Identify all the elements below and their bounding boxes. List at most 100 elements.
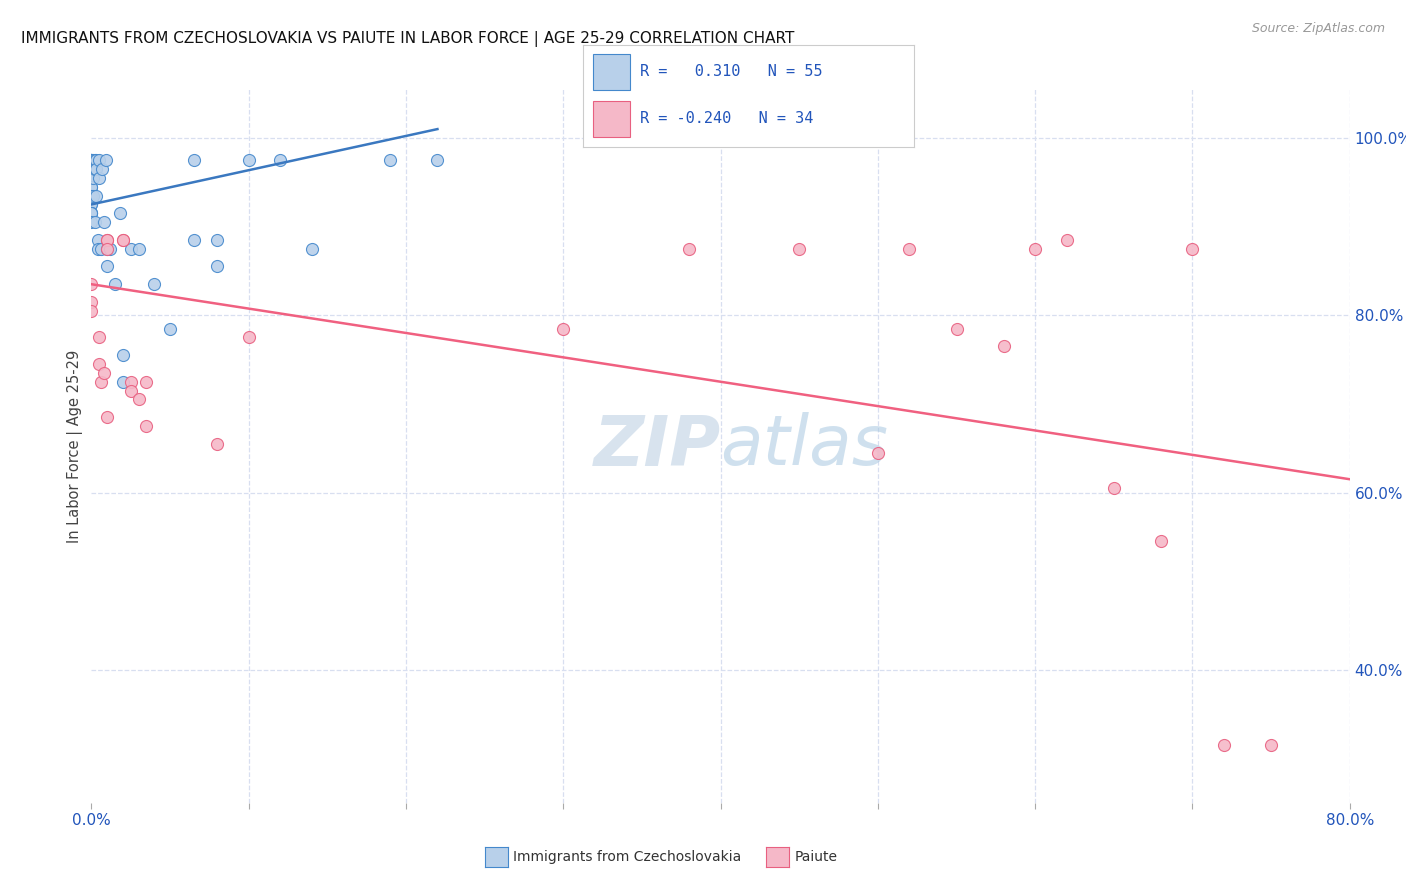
Text: ZIP: ZIP (593, 412, 720, 480)
Point (96, 242, 118, 256)
Point (1024, 242, 1046, 256)
Point (238, 330, 260, 344)
Text: R =   0.310   N = 55: R = 0.310 N = 55 (640, 63, 823, 78)
Point (135, 375, 157, 389)
Point (80, 179, 103, 194)
Point (80, 161, 103, 176)
Point (96, 410, 118, 425)
Point (96, 233, 118, 247)
Point (143, 277, 166, 292)
Point (678, 242, 700, 256)
Point (111, 375, 134, 389)
Point (89, 170, 111, 185)
Point (80, 206, 103, 220)
Point (96, 242, 118, 256)
Point (1150, 534, 1173, 549)
Point (80, 161, 103, 176)
Point (91, 161, 114, 176)
Text: Immigrants from Czechoslovakia: Immigrants from Czechoslovakia (513, 850, 741, 864)
Point (553, 321, 575, 335)
Point (205, 233, 228, 247)
Point (80, 277, 103, 292)
Point (1102, 481, 1125, 495)
Point (1212, 738, 1236, 752)
Point (80, 295, 103, 310)
Point (83, 215, 105, 229)
Point (80, 179, 103, 194)
Point (84, 161, 107, 176)
Point (96, 233, 118, 247)
Point (80, 153, 103, 168)
Point (787, 242, 810, 256)
Point (104, 277, 127, 292)
Point (80, 170, 103, 185)
Point (183, 233, 205, 247)
Point (80, 188, 103, 202)
Text: Paiute: Paiute (794, 850, 838, 864)
Point (380, 153, 402, 168)
Point (89, 357, 111, 371)
Point (945, 321, 967, 335)
FancyBboxPatch shape (593, 101, 630, 137)
Point (93, 215, 115, 229)
Point (83, 161, 105, 176)
Point (90, 242, 112, 256)
Point (111, 348, 134, 362)
Point (96, 260, 118, 274)
Point (84, 188, 107, 202)
Point (82, 188, 104, 202)
Point (993, 339, 1015, 353)
Point (89, 330, 111, 344)
Point (1260, 738, 1282, 752)
Point (80, 197, 103, 211)
Point (80, 215, 103, 229)
Point (89, 153, 111, 168)
Point (86, 233, 108, 247)
Point (111, 233, 134, 247)
Point (93, 366, 115, 380)
Point (866, 445, 889, 459)
Point (82, 153, 104, 168)
Text: IMMIGRANTS FROM CZECHOSLOVAKIA VS PAIUTE IN LABOR FORCE | AGE 25-29 CORRELATION : IMMIGRANTS FROM CZECHOSLOVAKIA VS PAIUTE… (21, 31, 794, 47)
Point (1056, 233, 1078, 247)
Point (80, 206, 103, 220)
Point (111, 233, 134, 247)
Point (83, 153, 105, 168)
Point (205, 260, 228, 274)
Point (426, 153, 449, 168)
Point (80, 153, 103, 168)
Point (183, 153, 205, 168)
Point (98, 242, 121, 256)
Point (80, 161, 103, 176)
Point (269, 153, 291, 168)
Point (301, 242, 323, 256)
Point (108, 206, 131, 220)
Point (120, 384, 142, 398)
Point (82, 161, 104, 176)
Point (159, 321, 181, 335)
Text: R = -0.240   N = 34: R = -0.240 N = 34 (640, 111, 813, 126)
Point (238, 153, 260, 168)
Point (128, 242, 150, 256)
Point (120, 242, 142, 256)
FancyBboxPatch shape (593, 54, 630, 90)
Point (86, 242, 108, 256)
Point (120, 375, 142, 389)
Point (80, 206, 103, 220)
Point (84, 153, 107, 168)
Point (128, 392, 150, 407)
Point (205, 437, 228, 451)
Point (80, 153, 103, 168)
Point (80, 197, 103, 211)
Point (1181, 242, 1204, 256)
Point (135, 419, 157, 434)
Point (898, 242, 921, 256)
Point (82, 170, 104, 185)
Text: Source: ZipAtlas.com: Source: ZipAtlas.com (1251, 22, 1385, 36)
Point (80, 303, 103, 318)
Point (90, 375, 112, 389)
Point (80, 153, 103, 168)
Text: atlas: atlas (720, 412, 889, 480)
Y-axis label: In Labor Force | Age 25-29: In Labor Force | Age 25-29 (67, 350, 83, 542)
Point (94, 153, 117, 168)
